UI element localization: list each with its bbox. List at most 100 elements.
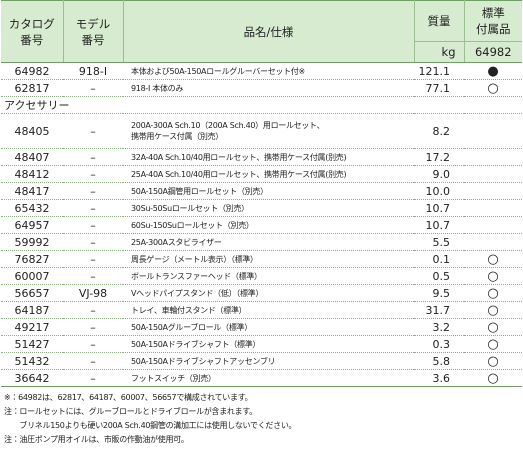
weight: 121.1 bbox=[414, 62, 464, 80]
name-line: 200A-300A Sch.10（200A Sch.40）用ロールセット、 bbox=[131, 121, 325, 130]
name-line: フットスイッチ（別売） bbox=[131, 373, 216, 383]
catalog-no: 64957 bbox=[1, 216, 63, 234]
standard-mark bbox=[464, 216, 522, 234]
model-no: – bbox=[63, 182, 123, 200]
weight: 10.7 bbox=[414, 199, 464, 217]
name-line: 32A-40A Sch.10/40用ロールセット、携帯用ケース付属(別売) bbox=[131, 152, 347, 162]
model-no: VJ-98 bbox=[63, 284, 123, 302]
weight: 17.2 bbox=[414, 148, 464, 166]
model-no: – bbox=[63, 79, 123, 97]
item-name: ボールトランスファーヘッド（標準） bbox=[123, 267, 414, 285]
name-line: 携帯用ケース付属（別売） bbox=[131, 132, 223, 141]
table-row: 76827– 周長ゲージ（メートル表示）（標準） 0.1 ○ bbox=[1, 250, 522, 268]
model-no: – bbox=[63, 199, 123, 217]
name-line: 50A-150A鋼管用ロールセット（別売） bbox=[131, 186, 268, 196]
standard-mark bbox=[464, 182, 522, 200]
standard-code: 64982 bbox=[464, 41, 522, 63]
name-line: 25A-40A Sch.10/40用ロールセット、携帯用ケース付属(別売) bbox=[131, 169, 347, 179]
catalog-no: 64982 bbox=[1, 62, 63, 80]
name-header: 品名/仕様 bbox=[123, 0, 415, 63]
catalog-no: 36642 bbox=[1, 369, 63, 387]
catalog-no: 56657 bbox=[1, 284, 63, 302]
item-name: 本体および50A-150Aロールグルーバーセット付※ bbox=[123, 62, 414, 80]
table-row: 60007– ボールトランスファーヘッド（標準） 0.5 ○ bbox=[1, 267, 522, 285]
table-row: 49217–50A-150Aグルーブロール（標準） 3.2 ○ bbox=[1, 318, 522, 336]
weight: 5.8 bbox=[414, 352, 464, 370]
catalog-no: 48407 bbox=[1, 148, 63, 166]
header-line: モデル bbox=[75, 16, 111, 31]
item-name: フットスイッチ（別売） bbox=[123, 369, 414, 387]
table-row: 62817–918-I 本体のみ 77.1 ○ bbox=[1, 79, 522, 97]
standard-mark: ○ bbox=[464, 335, 522, 353]
model-no: – bbox=[63, 301, 123, 319]
model-no: – bbox=[63, 335, 123, 353]
weight: 5.5 bbox=[414, 233, 464, 251]
weight: 8.2 bbox=[414, 113, 464, 149]
model-header: モデル 番号 bbox=[63, 0, 124, 63]
item-name: 50A-150A鋼管用ロールセット（別売） bbox=[123, 182, 414, 200]
weight: 31.7 bbox=[414, 301, 464, 319]
item-name: 60Su-150Suロールセット（別売） bbox=[123, 216, 414, 234]
table-row: 48417–50A-150A鋼管用ロールセット（別売） 10.0 bbox=[1, 182, 522, 200]
header-line: カタログ bbox=[8, 16, 55, 31]
catalog-no: 51427 bbox=[1, 335, 63, 353]
name-line: 25A-300Aスタビライザー bbox=[131, 237, 222, 247]
standard-mark bbox=[464, 165, 522, 183]
table-row: 36642– フットスイッチ（別売） 3.6 ○ bbox=[1, 369, 522, 387]
note-line: ブリネル150よりも硬い200A Sch.40鋼管の溝加工には使用しないでくださ… bbox=[4, 421, 297, 430]
name-line: 本体および50A-150Aロールグルーバーセット付※ bbox=[131, 66, 305, 76]
catalog-no: 48412 bbox=[1, 165, 63, 183]
note-line: 注：ロールセットには、グルーブロールとドライブロールが含まれます。 bbox=[4, 407, 257, 416]
model-no: – bbox=[63, 318, 123, 336]
weight: 9.5 bbox=[414, 284, 464, 302]
table-row: 64982 918-I 本体および50A-150Aロールグルーバーセット付※ 121.… bbox=[1, 62, 522, 80]
weight: 3.2 bbox=[414, 318, 464, 336]
item-name: Vヘッドパイプスタンド（低）（標準） bbox=[123, 284, 414, 302]
name-line: トレイ、車輪付スタンド（標準） bbox=[131, 305, 247, 315]
standard-mark bbox=[464, 148, 522, 166]
header-line: 番号 bbox=[20, 32, 44, 47]
section-row: アクセサリー bbox=[1, 96, 522, 114]
item-name: 32A-40A Sch.10/40用ロールセット、携帯用ケース付属(別売) bbox=[123, 148, 414, 166]
item-name: 50A-150Aドライブシャフトアッセンブリ bbox=[123, 352, 414, 370]
table-row: 51427–50A-150Aドライブシャフト（標準） 0.3 ○ bbox=[1, 335, 522, 353]
name-line: 30Su-50Suロールセット（別売） bbox=[131, 203, 249, 213]
name-line: 周長ゲージ（メートル表示）（標準） bbox=[131, 254, 258, 264]
weight: 0.3 bbox=[414, 335, 464, 353]
note-line: ※：64982は、62817、64187、60007、56657で構成されていま… bbox=[4, 393, 253, 402]
catalog-no: 60007 bbox=[1, 267, 63, 285]
model-no: 918-I bbox=[63, 62, 123, 80]
item-name: 200A-300A Sch.10（200A Sch.40）用ロールセット、 携帯用… bbox=[123, 113, 414, 149]
table-row: 64187– トレイ、車輪付スタンド（標準） 31.7 ○ bbox=[1, 301, 522, 319]
weight: 77.1 bbox=[414, 79, 464, 97]
notes: ※：64982は、62817、64187、60007、56657で構成されていま… bbox=[4, 391, 523, 447]
catalog-no: 48417 bbox=[1, 182, 63, 200]
item-name: トレイ、車輪付スタンド（標準） bbox=[123, 301, 414, 319]
standard-mark bbox=[464, 113, 522, 149]
catalog-no: 76827 bbox=[1, 250, 63, 268]
table-row: 48405–200A-300A Sch.10（200A Sch.40）用ロールセ… bbox=[1, 113, 522, 149]
standard-mark: ○ bbox=[464, 318, 522, 336]
item-name: 周長ゲージ（メートル表示）（標準） bbox=[123, 250, 414, 268]
weight-header: 質量 bbox=[414, 0, 465, 42]
name-line: Vヘッドパイプスタンド（低）（標準） bbox=[131, 288, 264, 298]
name-line: 60Su-150Suロールセット（別売） bbox=[131, 220, 254, 230]
item-name: 918-I 本体のみ bbox=[123, 79, 414, 97]
section-label: アクセサリー bbox=[1, 96, 522, 114]
parts-table: カタログ 番号 モデル 番号 品名/仕様 質量 標準 付属品 kg 64982 649… bbox=[1, 0, 522, 387]
standard-mark: ○ bbox=[464, 284, 522, 302]
model-no: – bbox=[63, 148, 123, 166]
item-name: 25A-300Aスタビライザー bbox=[123, 233, 414, 251]
catalog-no: 51432 bbox=[1, 352, 63, 370]
catalog-no: 64187 bbox=[1, 301, 63, 319]
weight: 10.0 bbox=[414, 182, 464, 200]
catalog-no: 49217 bbox=[1, 318, 63, 336]
header-line: 付属品 bbox=[476, 22, 511, 36]
name-line: 50A-150Aグルーブロール（標準） bbox=[131, 322, 252, 332]
model-no: – bbox=[63, 233, 123, 251]
table-body: 64982 918-I 本体および50A-150Aロールグルーバーセット付※ 121.… bbox=[1, 62, 522, 387]
model-no: – bbox=[63, 369, 123, 387]
standard-header: 標準 付属品 bbox=[464, 0, 522, 42]
note-line: 注：油圧ポンプ用オイルは、市販の作動油が使用可。 bbox=[4, 435, 189, 444]
weight: 0.5 bbox=[414, 267, 464, 285]
